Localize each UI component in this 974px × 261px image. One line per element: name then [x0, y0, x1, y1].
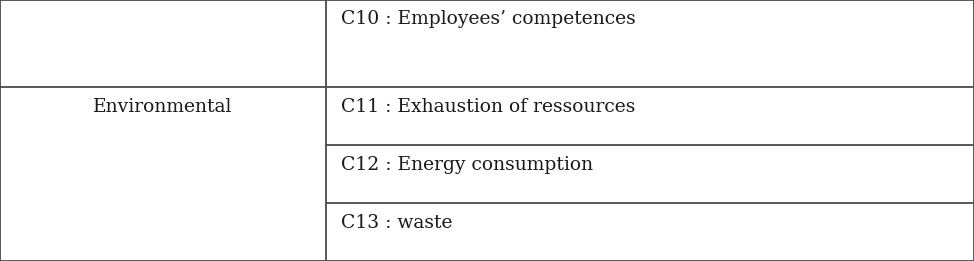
Text: C12 : Energy consumption: C12 : Energy consumption [341, 156, 593, 174]
Text: Environmental: Environmental [94, 98, 233, 116]
Text: C10 : Employees’ competences: C10 : Employees’ competences [341, 10, 636, 28]
Text: C11 : Exhaustion of ressources: C11 : Exhaustion of ressources [341, 98, 635, 116]
Text: C13 : waste: C13 : waste [341, 213, 452, 232]
